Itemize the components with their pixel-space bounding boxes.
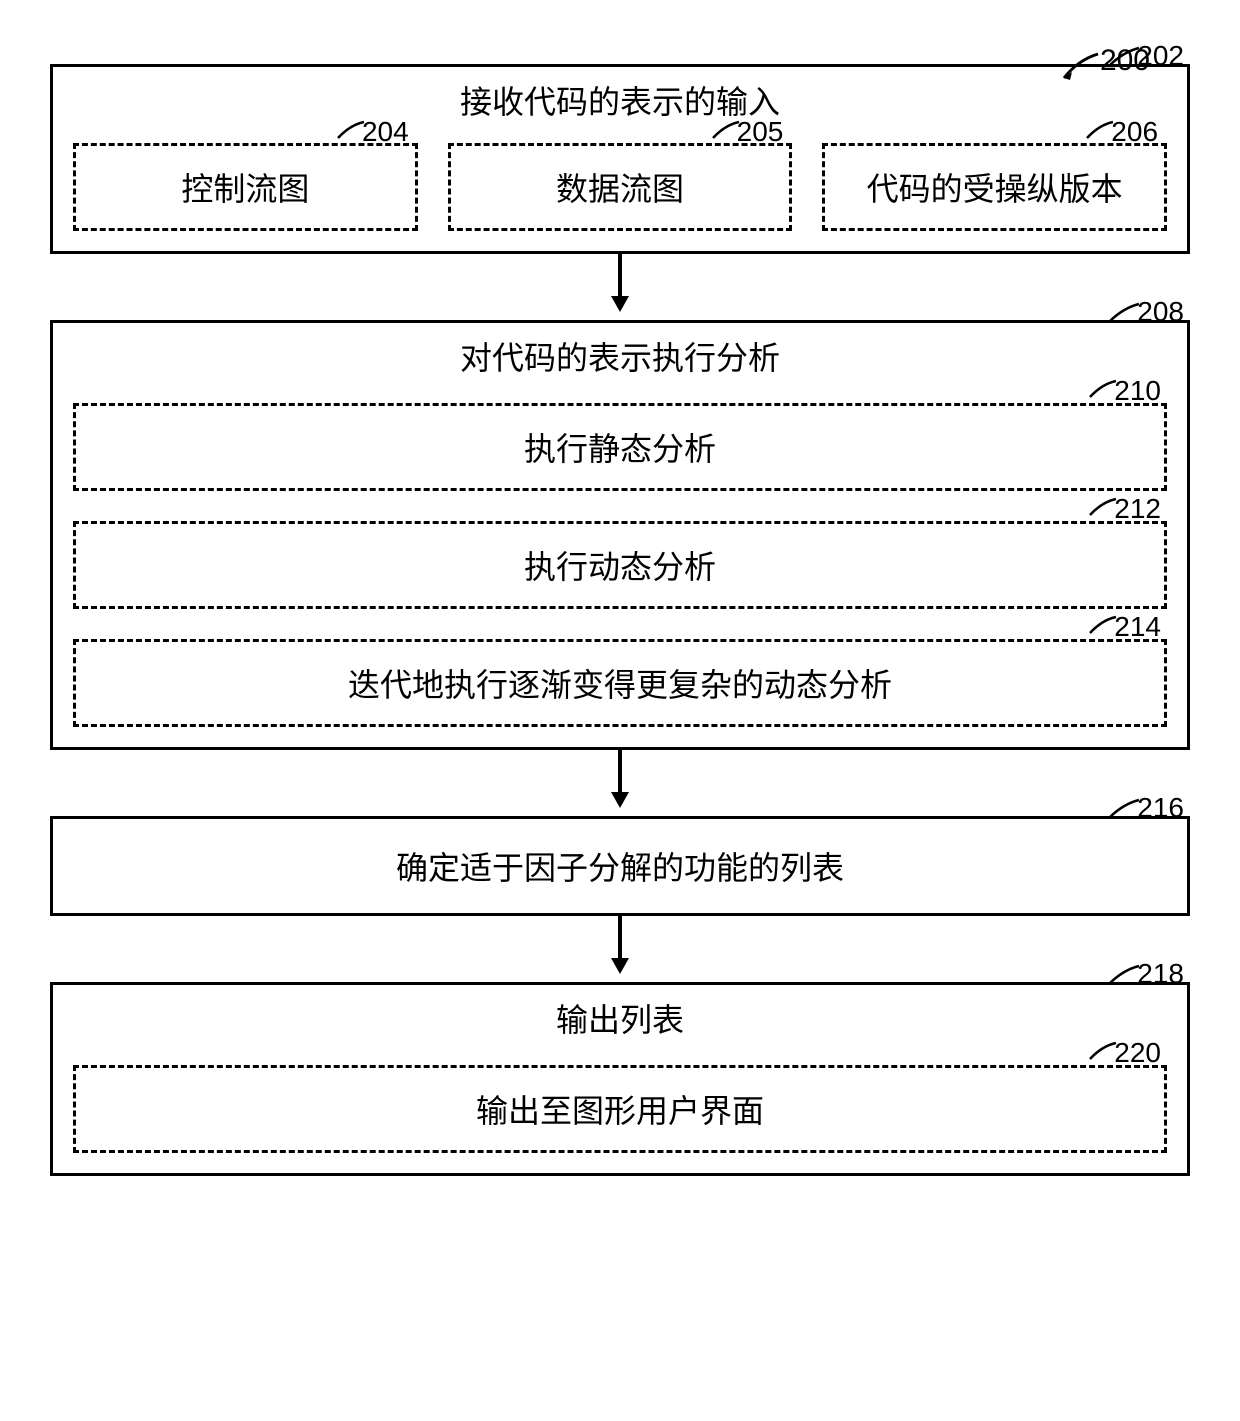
block1-sub1-label: 控制流图 — [181, 171, 309, 207]
block2-wrapper: 208 对代码的表示执行分析 210 执行静态分析 — [50, 320, 1190, 750]
block3-title: 确定适于因子分解的功能的列表 — [396, 850, 844, 886]
block2-sub3-label: 迭代地执行逐渐变得更复杂的动态分析 — [348, 667, 892, 703]
block4-sub1: 输出至图形用户界面 — [73, 1065, 1167, 1153]
arrow-3-4 — [50, 916, 1190, 976]
block3-box: 确定适于因子分解的功能的列表 — [50, 816, 1190, 916]
block2-sub3: 迭代地执行逐渐变得更复杂的动态分析 — [73, 639, 1167, 727]
block2-sub1-label: 执行静态分析 — [524, 431, 716, 467]
block2-sub2-label: 执行动态分析 — [524, 549, 716, 585]
block1-sub1: 204 控制流图 — [73, 143, 418, 231]
block4-title: 输出列表 — [73, 995, 1167, 1041]
arrow-2-3 — [50, 750, 1190, 810]
block1-sub1-ref: 204 — [362, 116, 409, 148]
block2-sub1: 执行静态分析 — [73, 403, 1167, 491]
block1-title: 接收代码的表示的输入 — [73, 77, 1167, 123]
block1-wrapper: 202 接收代码的表示的输入 204 控制流图 — [50, 64, 1190, 254]
block1-box: 接收代码的表示的输入 204 控制流图 — [50, 64, 1190, 254]
block4-wrapper: 218 输出列表 220 输出至图形用户界面 — [50, 982, 1190, 1176]
block1-sub2-ref: 205 — [737, 116, 784, 148]
flowchart-diagram: 200 202 接收代码的表示的输入 204 控制流图 — [50, 64, 1190, 1176]
block1-sub3: 206 代码的受操纵版本 — [822, 143, 1167, 231]
block1-sub2-label: 数据流图 — [556, 171, 684, 207]
arrow-1-2 — [50, 254, 1190, 314]
block2-box: 对代码的表示执行分析 210 执行静态分析 — [50, 320, 1190, 750]
block3-wrapper: 216 确定适于因子分解的功能的列表 — [50, 816, 1190, 916]
block4-box: 输出列表 220 输出至图形用户界面 — [50, 982, 1190, 1176]
block1-row: 204 控制流图 205 数据流图 — [73, 137, 1167, 231]
block4-sub1-label: 输出至图形用户界面 — [476, 1093, 764, 1129]
block2-sub2: 执行动态分析 — [73, 521, 1167, 609]
block2-title: 对代码的表示执行分析 — [73, 333, 1167, 379]
block1-sub2: 205 数据流图 — [448, 143, 793, 231]
block1-sub3-ref: 206 — [1111, 116, 1158, 148]
block2-stack: 210 执行静态分析 212 执行动态分析 — [73, 403, 1167, 727]
block1-sub3-label: 代码的受操纵版本 — [867, 171, 1123, 207]
